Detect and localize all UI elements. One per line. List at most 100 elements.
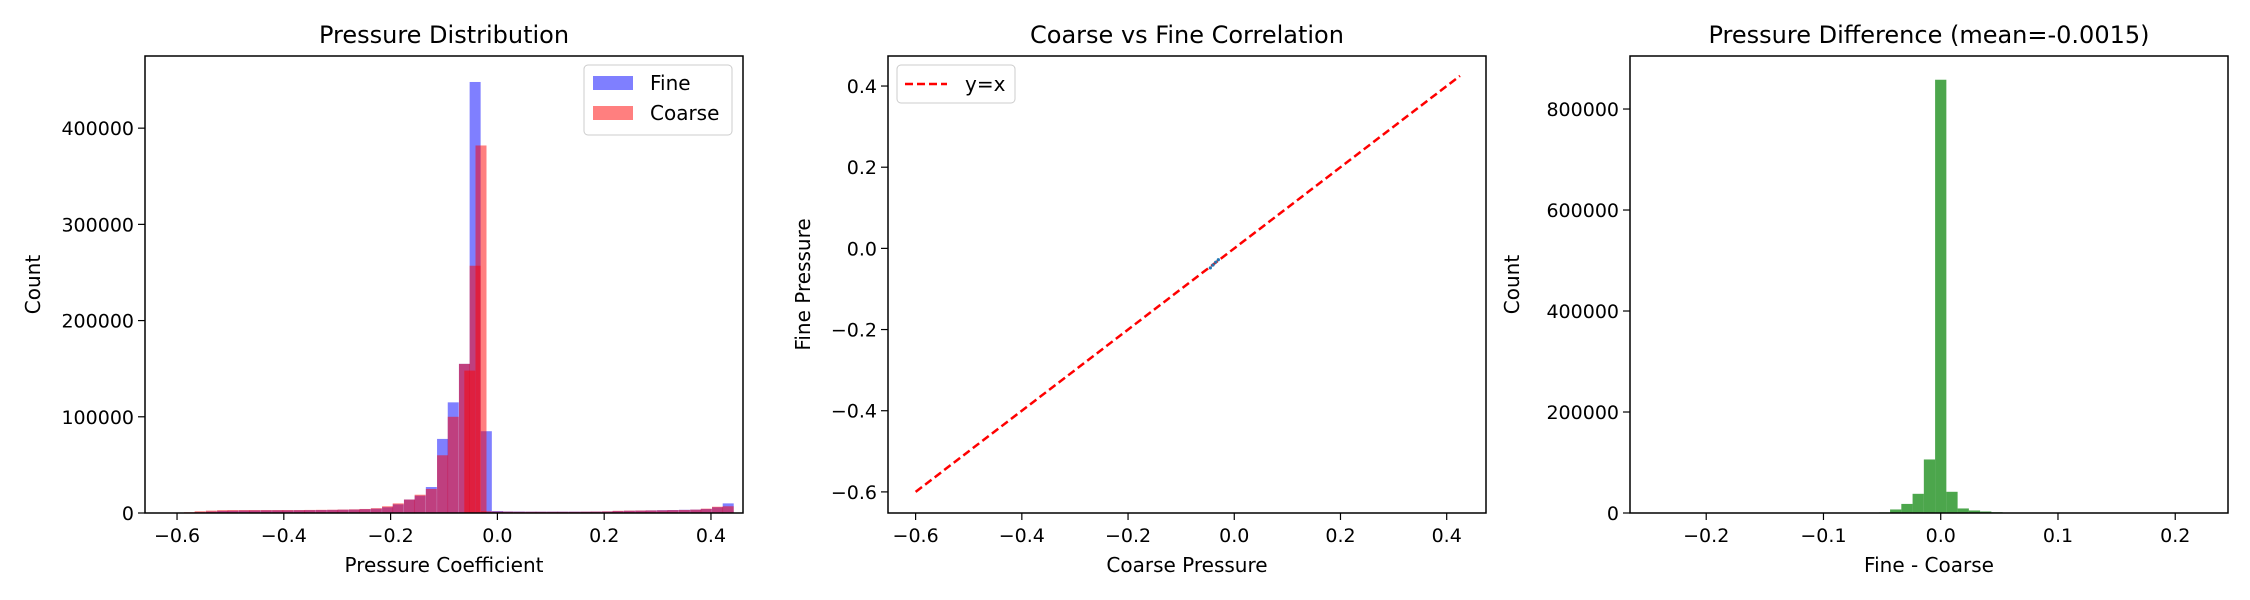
y-tick-label: 0.0 <box>847 238 877 260</box>
y-tick-label: 300000 <box>61 214 134 236</box>
histogram-bar-coarse <box>722 506 734 513</box>
x-tick-label: 0.2 <box>2160 525 2190 547</box>
histogram-bar-coarse <box>327 509 339 513</box>
x-axis-label: Fine - Coarse <box>1864 553 1994 577</box>
legend-swatch-coarse <box>593 106 633 120</box>
chart-title: Pressure Distribution <box>319 21 569 49</box>
histogram-bar-coarse <box>337 509 349 513</box>
legend-box <box>896 64 1016 104</box>
histogram-bar-coarse <box>414 494 426 513</box>
histogram-bar-coarse <box>370 508 382 513</box>
histogram-bar-coarse <box>635 510 647 513</box>
x-tick-label: −0.4 <box>999 525 1045 547</box>
y-tick-label: 400000 <box>1546 301 1619 323</box>
x-axis-label: Pressure Coefficient <box>345 553 544 577</box>
y-tick-label: −0.4 <box>831 401 877 423</box>
identity-line <box>914 74 1461 493</box>
x-tick-label: −0.4 <box>261 525 307 547</box>
y-axis-ticks: −0.6 −0.4 −0.2 0.0 0.2 0.4 <box>831 76 888 504</box>
histogram-bar-coarse <box>217 510 229 513</box>
histogram-bar-coarse <box>293 510 305 513</box>
histogram-bar-coarse <box>249 510 261 513</box>
x-tick-label: −0.6 <box>893 525 939 547</box>
plot-frame <box>144 55 744 514</box>
histogram-bar-coarse <box>447 416 459 513</box>
histogram-bar-coarse <box>667 510 679 513</box>
histogram-bar-coarse <box>425 488 437 513</box>
histogram-bar-coarse <box>348 509 360 513</box>
chart-title: Pressure Difference (mean=-0.0015) <box>1709 21 2150 49</box>
histogram-bar-coarse <box>359 508 371 513</box>
histogram-bar-coarse <box>403 499 415 513</box>
histogram-bar-coarse <box>205 510 217 513</box>
x-tick-label: −0.2 <box>1105 525 1151 547</box>
y-tick-label: 0 <box>1607 503 1619 525</box>
y-tick-label: −0.2 <box>831 320 877 342</box>
histogram-bar-coarse <box>392 503 404 513</box>
histogram-bars <box>172 81 734 514</box>
histogram-bar-coarse <box>238 510 250 513</box>
legend: Fine Coarse <box>583 64 733 136</box>
x-tick-label: −0.2 <box>368 525 414 547</box>
histogram-bar-difference <box>1957 508 1969 513</box>
histogram-bar-coarse <box>623 510 635 513</box>
y-tick-label: 400000 <box>61 118 134 140</box>
y-axis-label: Count <box>21 255 45 315</box>
histogram-bar-coarse <box>304 509 316 513</box>
plot-frame <box>1629 55 2229 514</box>
x-axis-ticks: −0.2 −0.1 0.0 0.1 0.2 <box>1683 513 2190 547</box>
y-axis-label: Fine Pressure <box>791 218 815 350</box>
x-axis-label: Coarse Pressure <box>1106 553 1267 577</box>
x-tick-label: 0.4 <box>1432 525 1462 547</box>
histogram-bar-difference <box>1968 510 1981 513</box>
legend-swatch-fine <box>593 76 633 90</box>
histogram-bar-coarse <box>437 455 449 513</box>
histogram-bar-coarse <box>602 511 614 513</box>
legend-label-coarse: Coarse <box>650 101 719 125</box>
legend-label-yx: y=x <box>965 72 1006 96</box>
pressure-distribution-chart: Pressure Distribution −0.6 −0.4 −0.2 0.0 0.2… <box>21 21 744 577</box>
x-tick-label: 0.0 <box>1219 525 1249 547</box>
legend-label-fine: Fine <box>650 71 691 95</box>
x-tick-label: 0.0 <box>482 525 512 547</box>
pressure-difference-chart: Pressure Difference (mean=-0.0015) −0.2 −… <box>1500 21 2229 577</box>
y-axis-ticks: 0 200000 400000 600000 800000 <box>1546 99 1630 525</box>
x-axis-ticks: −0.6 −0.4 −0.2 0.0 0.2 0.4 <box>154 513 726 547</box>
x-tick-label: −0.2 <box>1683 525 1729 547</box>
histogram-bar-coarse <box>475 145 487 514</box>
x-tick-label: −0.1 <box>1800 525 1846 547</box>
histogram-bar-coarse <box>712 506 724 513</box>
histogram-bar-difference <box>1890 509 1902 513</box>
x-tick-label: 0.0 <box>1926 525 1956 547</box>
y-axis-ticks: 0 100000 200000 300000 400000 <box>61 118 145 525</box>
histogram-bar-coarse <box>260 510 272 513</box>
scatter-point <box>1214 260 1218 264</box>
histogram-bar-difference <box>1912 493 1924 513</box>
histogram-bar-coarse <box>700 508 712 513</box>
histogram-bar-coarse <box>382 506 394 513</box>
x-axis-ticks: −0.6 −0.4 −0.2 0.0 0.2 0.4 <box>893 513 1462 547</box>
y-tick-label: 600000 <box>1546 200 1619 222</box>
histogram-bar-coarse <box>678 509 690 513</box>
histogram-bar-coarse <box>645 510 657 513</box>
y-tick-label: 0.4 <box>847 76 877 98</box>
y-tick-label: 100000 <box>61 407 134 429</box>
plot-frame <box>887 55 1487 514</box>
y-tick-label: 800000 <box>1546 99 1619 121</box>
y-tick-label: 200000 <box>61 311 134 333</box>
histogram-bar-difference <box>1923 459 1936 513</box>
histogram-bar-coarse <box>194 511 206 513</box>
y-tick-label: 0.2 <box>847 157 877 179</box>
scatter-point <box>1208 266 1212 270</box>
chart-title: Coarse vs Fine Correlation <box>1030 21 1344 49</box>
legend: y=x <box>896 64 1016 104</box>
histogram-bar-coarse <box>272 510 284 513</box>
y-tick-label: 0 <box>122 503 134 525</box>
x-tick-label: 0.4 <box>696 525 726 547</box>
histogram-bar-coarse <box>657 510 669 513</box>
histogram-bar-difference <box>1980 511 1992 513</box>
x-tick-label: 0.2 <box>589 525 619 547</box>
scatter-point <box>1211 263 1215 267</box>
